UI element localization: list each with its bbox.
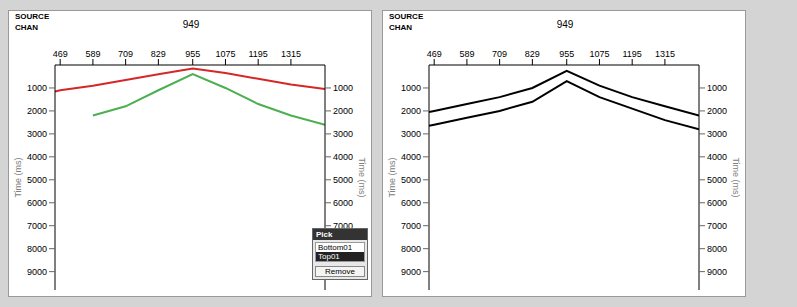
svg-text:3000: 3000	[333, 129, 353, 139]
svg-text:8000: 8000	[707, 244, 727, 254]
svg-text:9000: 9000	[707, 267, 727, 277]
html-text:949: 949	[556, 19, 574, 30]
svg-text:1000: 1000	[27, 83, 47, 93]
svg-text:589: 589	[459, 49, 474, 59]
svg-text:3000: 3000	[707, 129, 727, 139]
html-text:Pick: Pick	[316, 230, 333, 239]
svg-text:4000: 4000	[707, 152, 727, 162]
svg-text:5000: 5000	[333, 175, 353, 185]
svg-text:9000: 9000	[27, 267, 47, 277]
html-text:SOURCE: SOURCE	[389, 12, 424, 21]
html-text:CHAN: CHAN	[389, 23, 413, 32]
svg-text:6000: 6000	[27, 198, 47, 208]
svg-text:3000: 3000	[27, 129, 47, 139]
svg-text:Time (ms): Time (ms)	[357, 157, 367, 197]
svg-text:829: 829	[525, 49, 540, 59]
svg-text:1195: 1195	[623, 49, 642, 59]
svg-text:709: 709	[118, 49, 133, 59]
svg-text:7000: 7000	[401, 221, 421, 231]
svg-text:469: 469	[427, 49, 442, 59]
svg-text:5000: 5000	[707, 175, 727, 185]
svg-text:4000: 4000	[333, 152, 353, 162]
svg-text:Time (ms): Time (ms)	[13, 157, 23, 197]
svg-text:1075: 1075	[215, 49, 235, 59]
svg-text:709: 709	[492, 49, 507, 59]
svg-text:1000: 1000	[333, 83, 353, 93]
svg-text:1000: 1000	[707, 83, 727, 93]
svg-text:1000: 1000	[401, 83, 421, 93]
svg-text:6000: 6000	[333, 198, 353, 208]
svg-text:955: 955	[185, 49, 200, 59]
svg-text:7000: 7000	[707, 221, 727, 231]
svg-text:2000: 2000	[333, 106, 353, 116]
svg-text:Time (ms): Time (ms)	[731, 157, 741, 197]
svg-text:9000: 9000	[401, 267, 421, 277]
svg-text:829: 829	[151, 49, 166, 59]
svg-text:589: 589	[85, 49, 100, 59]
svg-text:8000: 8000	[27, 244, 47, 254]
svg-text:7000: 7000	[27, 221, 47, 231]
svg-text:2000: 2000	[707, 106, 727, 116]
svg-text:5000: 5000	[401, 175, 421, 185]
svg-text:1075: 1075	[589, 49, 609, 59]
svg-text:469: 469	[53, 49, 68, 59]
svg-text:4000: 4000	[401, 152, 421, 162]
svg-text:1315: 1315	[281, 49, 301, 59]
svg-text:5000: 5000	[27, 175, 47, 185]
svg-text:2000: 2000	[27, 106, 47, 116]
html-text:Top01: Top01	[318, 252, 340, 261]
svg-text:2000: 2000	[401, 106, 421, 116]
svg-text:Time (ms): Time (ms)	[387, 157, 397, 197]
html-text:Remove: Remove	[325, 267, 355, 276]
html-text:949: 949	[182, 19, 200, 30]
svg-text:7000: 7000	[333, 220, 353, 231]
html-text:CHAN: CHAN	[15, 23, 39, 32]
svg-text:3000: 3000	[401, 129, 421, 139]
svg-text:6000: 6000	[401, 198, 421, 208]
html-text:Bottom01: Bottom01	[318, 243, 353, 252]
svg-text:955: 955	[559, 49, 574, 59]
svg-text:1315: 1315	[655, 49, 675, 59]
svg-text:8000: 8000	[401, 244, 421, 254]
svg-text:6000: 6000	[707, 198, 727, 208]
svg-text:4000: 4000	[27, 152, 47, 162]
html-text:SOURCE: SOURCE	[15, 12, 50, 21]
svg-text:1195: 1195	[249, 49, 268, 59]
